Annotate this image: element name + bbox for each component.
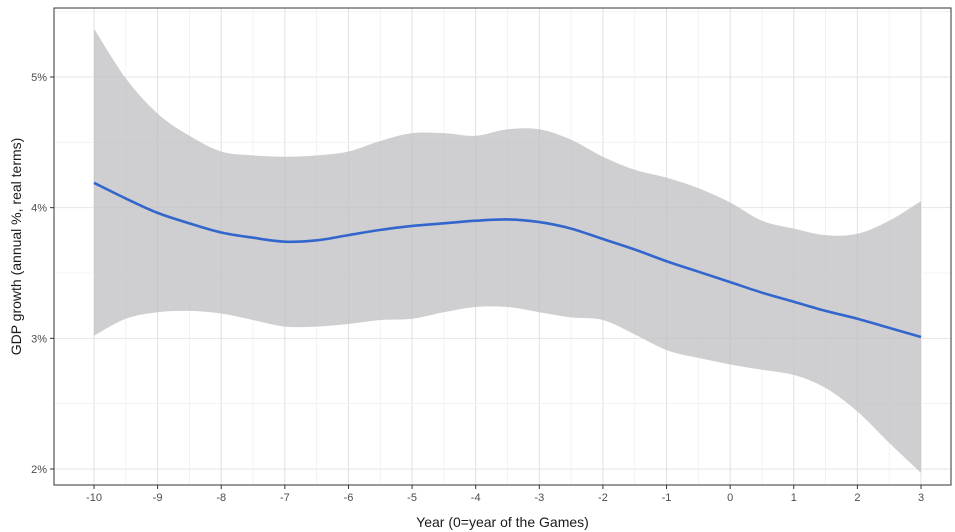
series-point [125, 197, 127, 199]
series-point [856, 318, 858, 320]
series-point [761, 291, 763, 293]
x-tick-label: -2 [598, 492, 608, 504]
series-point [284, 240, 286, 242]
y-tick-label: 5% [31, 72, 47, 84]
series-point [634, 248, 636, 250]
series-point [920, 336, 922, 338]
x-tick-label: -5 [407, 492, 417, 504]
series-point [379, 229, 381, 231]
x-tick-label: -6 [344, 492, 354, 504]
x-tick-label: 1 [791, 492, 797, 504]
x-axis-ticks: -10 -9 -8 -7 -6 -5 -4 -3 -2 -1 0 1 2 3 [86, 485, 924, 504]
x-tick-label: 3 [918, 492, 924, 504]
series-point [443, 222, 445, 224]
panel-border [53, 7, 952, 486]
series-point [411, 225, 413, 227]
series-point [793, 301, 795, 303]
series-point [93, 182, 95, 184]
series-point [824, 310, 826, 312]
series-point [188, 222, 190, 224]
series-point [347, 234, 349, 236]
x-tick-label: -4 [471, 492, 481, 504]
y-axis-label: GDP growth (annual %, real terms) [8, 138, 24, 356]
x-tick-label: -1 [662, 492, 672, 504]
x-tick-label: -8 [216, 492, 226, 504]
series-point [697, 270, 699, 272]
x-tick-label: -3 [534, 492, 544, 504]
series-point [888, 327, 890, 329]
series-point [220, 231, 222, 233]
series-point [156, 212, 158, 214]
y-tick-label: 4% [31, 203, 47, 215]
series-point [538, 221, 540, 223]
y-tick-label: 3% [31, 333, 47, 345]
x-tick-label: -10 [86, 492, 102, 504]
x-tick-label: -9 [153, 492, 163, 504]
series-line [93, 181, 922, 339]
series-point [729, 281, 731, 283]
confidence-band [94, 28, 921, 473]
x-tick-label: 2 [854, 492, 860, 504]
series-point [506, 218, 508, 220]
y-tick-label: 2% [31, 464, 47, 476]
series-point [315, 239, 317, 241]
series-point [474, 220, 476, 222]
y-axis-ticks: 2% 3% 4% 5% [31, 72, 54, 476]
x-axis-label: Year (0=year of the Games) [416, 514, 589, 530]
series-point [665, 260, 667, 262]
x-tick-label: -7 [280, 492, 290, 504]
series-point [602, 238, 604, 240]
series-point [570, 227, 572, 229]
series-point [252, 237, 254, 239]
x-tick-label: 0 [727, 492, 733, 504]
